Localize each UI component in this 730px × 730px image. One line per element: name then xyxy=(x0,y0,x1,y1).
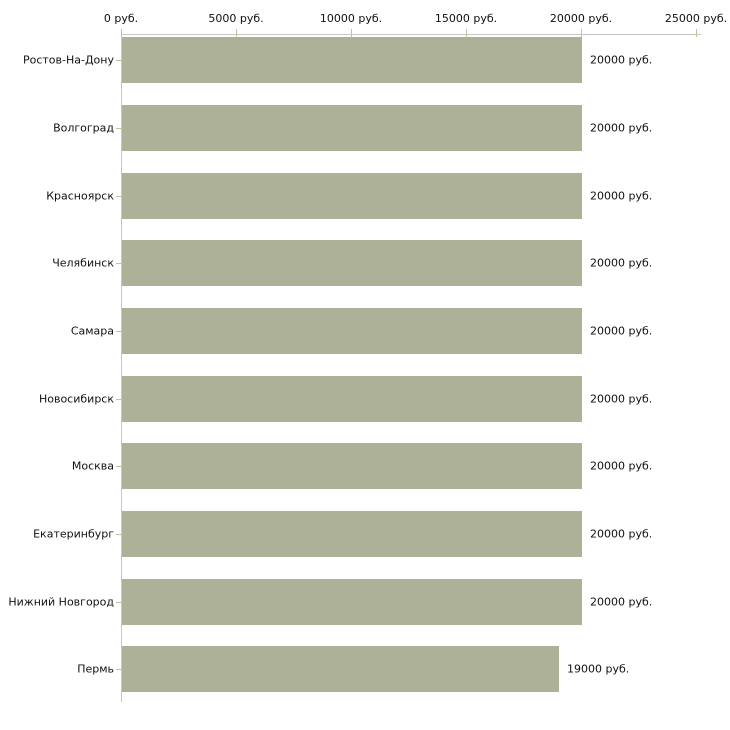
category-label: Новосибирск xyxy=(38,392,114,406)
value-label: 20000 руб. xyxy=(590,527,653,541)
y-axis-line xyxy=(121,34,122,702)
bar xyxy=(122,375,582,422)
x-axis-tick-label: 5000 руб. xyxy=(208,12,264,25)
y-axis-tick xyxy=(116,466,121,468)
category-label: Красноярск xyxy=(46,189,114,203)
category-label: Челябинск xyxy=(52,256,114,270)
x-axis-tick-label: 0 руб. xyxy=(103,12,139,25)
category-label: Пермь xyxy=(77,662,114,676)
bar xyxy=(122,510,582,557)
y-axis-tick xyxy=(116,195,121,197)
y-axis-tick xyxy=(116,60,121,62)
y-axis-tick xyxy=(116,127,121,129)
category-label: Нижний Новгород xyxy=(8,595,114,609)
category-label: Екатеринбург xyxy=(33,527,114,541)
value-label: 20000 руб. xyxy=(590,459,653,473)
bar xyxy=(122,307,582,354)
y-axis-tick xyxy=(116,263,121,265)
y-axis-tick xyxy=(116,330,121,332)
category-label: Волгоград xyxy=(53,121,114,135)
x-axis-tick xyxy=(121,29,122,37)
bar xyxy=(122,172,582,219)
value-label: 20000 руб. xyxy=(590,121,653,135)
value-label: 19000 руб. xyxy=(567,662,630,676)
bar xyxy=(122,443,582,490)
bar xyxy=(122,37,582,84)
value-label: 20000 руб. xyxy=(590,392,653,406)
x-axis-tick-label: 10000 руб. xyxy=(319,12,383,25)
y-axis-tick xyxy=(116,601,121,603)
y-axis-tick xyxy=(116,669,121,671)
bar xyxy=(122,240,582,287)
x-axis-tick-label: 20000 руб. xyxy=(549,12,613,25)
category-label: Москва xyxy=(71,459,114,473)
x-axis-tick-label: 15000 руб. xyxy=(434,12,498,25)
x-axis-tick xyxy=(581,29,582,37)
value-label: 20000 руб. xyxy=(590,256,653,270)
x-axis-tick xyxy=(236,29,237,37)
bar xyxy=(122,104,582,151)
y-axis-tick xyxy=(116,533,121,535)
category-label: Ростов-На-Дону xyxy=(22,53,114,67)
x-axis-line xyxy=(121,34,701,35)
category-label: Самара xyxy=(70,324,114,338)
value-label: 20000 руб. xyxy=(590,189,653,203)
x-axis-tick xyxy=(466,29,467,37)
bar xyxy=(122,578,582,625)
y-axis-tick xyxy=(116,398,121,400)
x-axis-tick xyxy=(696,29,697,37)
value-label: 20000 руб. xyxy=(590,324,653,338)
bar xyxy=(122,646,559,693)
x-axis-tick xyxy=(351,29,352,37)
x-axis-tick-label: 25000 руб. xyxy=(664,12,728,25)
value-label: 20000 руб. xyxy=(590,595,653,609)
value-label: 20000 руб. xyxy=(590,53,653,67)
